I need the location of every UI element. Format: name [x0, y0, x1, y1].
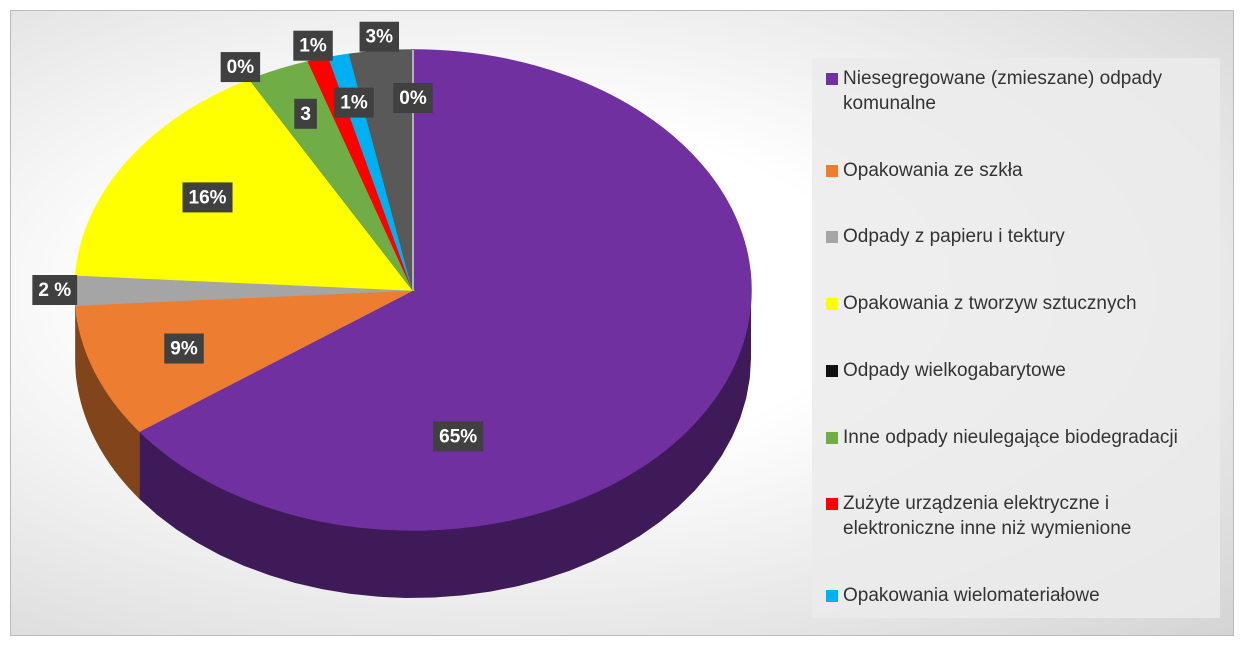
- legend-label: Opakowania ze szkła: [843, 159, 1023, 181]
- data-label-text: 9%: [170, 339, 198, 360]
- legend-entry: Inne odpady nieulegające biodegradacji: [826, 425, 1210, 450]
- legend-label: Inne odpady nieulegające biodegradacji: [843, 426, 1178, 448]
- data-label-box: [220, 52, 261, 83]
- legend-entry: Zużyte urządzenia elektryczne i elektron…: [826, 491, 1210, 541]
- data-label: 2 %: [32, 275, 78, 305]
- data-label-box: [32, 275, 78, 305]
- data-label: 65%: [433, 421, 484, 452]
- data-label-box: [334, 87, 374, 118]
- data-label: 1%: [293, 30, 333, 61]
- data-label-text: 3: [300, 104, 311, 125]
- legend-label: Odpady wielkogabarytowe: [843, 359, 1066, 381]
- data-label: 0%: [220, 52, 261, 83]
- legend-label: Zużyte urządzenia elektryczne i elektron…: [843, 493, 1132, 540]
- data-label-text: 16%: [189, 187, 227, 208]
- data-label-text: 1%: [340, 93, 368, 114]
- data-label: 16%: [182, 182, 233, 213]
- pie-side: [75, 290, 76, 374]
- data-label-box: [182, 182, 233, 213]
- data-label: 3: [294, 98, 317, 129]
- pie-side: [75, 305, 140, 500]
- data-label-text: 3%: [366, 27, 394, 48]
- legend-swatch: [826, 298, 838, 311]
- pie-slice: [74, 78, 415, 291]
- legend-entry: Odpady z papieru i tektury: [826, 224, 1210, 249]
- legend-label: Opakowania wielomateriałowe: [843, 584, 1100, 606]
- data-label-text: 65%: [439, 426, 477, 447]
- legend-entry: Odpady wielkogabarytowe: [826, 358, 1210, 383]
- data-label: 3%: [359, 21, 400, 52]
- data-label-box: [359, 21, 400, 52]
- legend-label: Niesegregowane (zmieszane) odpady komuna…: [843, 68, 1162, 114]
- legend-swatch: [826, 73, 838, 85]
- data-label-text: 1%: [299, 36, 327, 57]
- legend: Niesegregowane (zmieszane) odpady komuna…: [812, 58, 1220, 618]
- legend-swatch: [826, 164, 838, 177]
- pie-slice: [138, 49, 752, 531]
- data-label-box: [294, 98, 317, 129]
- data-label-text: 0%: [399, 88, 427, 109]
- data-label: 0%: [393, 83, 433, 113]
- pie-sides: [75, 290, 752, 598]
- data-label-box: [293, 30, 333, 61]
- legend-label: Opakowania z tworzyw sztucznych: [843, 293, 1137, 315]
- legend-label: Odpady z papieru i tektury: [843, 226, 1065, 248]
- data-label-text: 2 %: [38, 280, 71, 301]
- pie-slice: [74, 289, 414, 432]
- legend-entry: Opakowania z tworzyw sztucznych: [826, 291, 1210, 316]
- data-label-box: [433, 421, 484, 452]
- data-label-box: [164, 333, 204, 364]
- data-label: 9%: [164, 333, 204, 364]
- legend-swatch: [826, 364, 838, 377]
- legend-entry: Niesegregowane (zmieszane) odpady komuna…: [826, 66, 1210, 116]
- legend-swatch: [826, 589, 838, 602]
- legend-swatch: [826, 231, 838, 244]
- data-label: 1%: [334, 87, 374, 118]
- pie-side: [139, 290, 752, 598]
- legend-entry: Opakowania ze szkła: [826, 158, 1210, 183]
- legend-swatch: [826, 431, 838, 444]
- data-label-text: 0%: [227, 57, 255, 78]
- data-label-box: [393, 83, 433, 113]
- legend-swatch: [826, 498, 838, 511]
- legend-entry: Opakowania wielomateriałowe: [826, 583, 1210, 608]
